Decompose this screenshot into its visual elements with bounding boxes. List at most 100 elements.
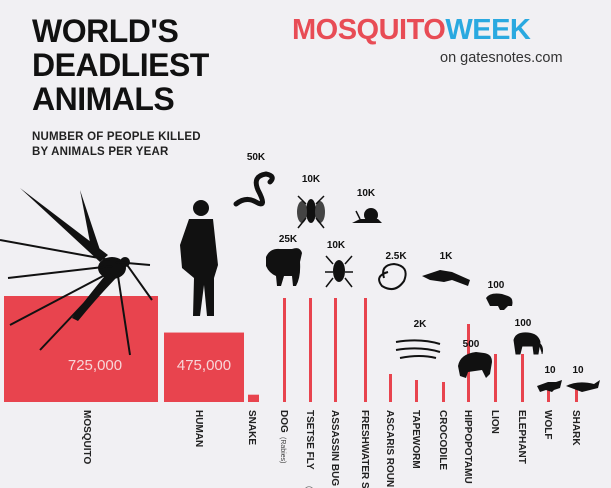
roundworm-icon (378, 262, 407, 291)
title-line-3: ANIMALS (32, 81, 175, 117)
snail-antenna (355, 210, 361, 220)
category-group: CROCODILE (437, 410, 448, 470)
human-body (180, 219, 218, 316)
fly-body (306, 199, 316, 223)
bar-elephant (521, 354, 524, 402)
page-title: WORLD'S DEADLIEST ANIMALS (32, 14, 209, 116)
icons-layer (0, 171, 600, 392)
category-label: SNAKE (246, 410, 257, 445)
category-group: SNAKE (246, 410, 257, 445)
title-line-2: DEADLIEST (32, 47, 209, 83)
human-icon (180, 200, 218, 316)
category-label: TSETSE FLY (304, 410, 315, 470)
fly-wing (315, 201, 325, 223)
elephant-body (513, 332, 543, 355)
wolf-icon (537, 380, 562, 392)
value-label: 10K (302, 174, 321, 185)
category-group: ELEPHANT (516, 410, 527, 464)
category-group: DOG (Rabies) (278, 410, 289, 463)
category-label: CROCODILE (437, 410, 448, 470)
mosquito-abdomen (72, 272, 116, 321)
subtitle-line-2: BY ANIMALS PER YEAR (32, 146, 169, 158)
roundworm-body (378, 262, 407, 291)
value-label: 25K (279, 234, 298, 245)
category-group: TAPEWORM (410, 410, 421, 469)
value-label: 100 (488, 280, 505, 291)
tsetse-fly-icon (297, 195, 325, 229)
bar-roundworm (389, 374, 392, 402)
category-label: MOSQUITO (81, 410, 92, 464)
dog-icon (266, 248, 302, 286)
category-label: TAPEWORM (410, 410, 421, 469)
value-label: 475,000 (177, 357, 231, 374)
human-head (193, 200, 209, 216)
snail-foot (352, 219, 382, 223)
brand-part-2: WEEK (445, 14, 531, 46)
tapeworm-body (395, 339, 441, 359)
value-label: 725,000 (68, 357, 122, 374)
category-group: LION (489, 410, 500, 434)
category-note: (Rabies) (279, 437, 286, 463)
elephant-icon (513, 332, 543, 355)
value-label: 1K (440, 251, 454, 262)
lion-icon (486, 293, 513, 310)
subtitle-line-1: NUMBER OF PEOPLE KILLED (32, 131, 201, 143)
mosquito-legs (0, 239, 153, 356)
bug-body (333, 260, 345, 282)
hippopotamus-icon (458, 352, 492, 378)
dog-body (266, 248, 302, 286)
shark-body (566, 380, 600, 392)
title-line-1: WORLD'S (32, 13, 179, 49)
value-label: 2.5K (385, 251, 407, 262)
category-group: TSETSE FLY (Sle (304, 410, 315, 488)
crocodile-body (422, 270, 470, 286)
category-label: HIPPOPOTAMU (462, 410, 473, 484)
bar-dog (283, 298, 286, 402)
value-label: 10 (572, 365, 584, 376)
value-label: 10K (327, 240, 346, 251)
value-label: 10 (544, 365, 556, 376)
value-label: 10K (357, 188, 376, 199)
bar-human (164, 332, 244, 402)
value-label: 100 (515, 318, 532, 329)
category-label: SHARK (570, 410, 581, 446)
snake-icon (233, 171, 275, 207)
bar-assassin-bug (334, 298, 337, 402)
category-label: DOG (278, 410, 289, 433)
category-label: HUMAN (193, 410, 204, 447)
fly-wing (297, 201, 307, 223)
bar-lion (494, 354, 497, 402)
category-group: SHARK (570, 410, 581, 446)
bar-crocodile (442, 382, 445, 402)
bar-tapeworm (415, 380, 418, 402)
category-group: HUMAN (193, 410, 204, 447)
category-group: FRESHWATER S (359, 410, 370, 488)
category-label: FRESHWATER S (359, 410, 370, 488)
category-label: ELEPHANT (516, 410, 527, 464)
crocodile-icon (422, 270, 470, 286)
category-note: (Sle (305, 486, 312, 488)
snail-icon (352, 208, 382, 223)
source-text: on gatesnotes.com (440, 50, 563, 66)
category-label: WOLF (542, 410, 553, 439)
value-label: 2K (414, 319, 428, 330)
category-label: ASSASSIN BUG (329, 410, 340, 486)
category-group: WOLF (542, 410, 553, 439)
assassin-bug-icon (325, 255, 353, 288)
labels-layer: 725,000 475,000 50K 25K 10K 10K 10K 2.5K 2K 1K 500… (68, 152, 584, 488)
bar-tsetse-fly (309, 298, 312, 402)
bars-layer (4, 296, 578, 402)
value-label: 50K (247, 152, 266, 163)
value-label: 500 (463, 339, 480, 350)
brand-part-1: MOSQUITO (292, 14, 446, 46)
category-group: MOSQUITO (81, 410, 92, 464)
tapeworm-icon (395, 339, 441, 359)
category-label: ASCARIS ROUN (384, 410, 395, 487)
snake-body (233, 171, 275, 207)
mosquito-wing (80, 190, 100, 253)
subtitle: NUMBER OF PEOPLE KILLED BY ANIMALS PER Y… (32, 130, 201, 160)
category-group: ASCARIS ROUN (384, 410, 395, 487)
bug-legs (325, 255, 353, 288)
brand-logo: MOSQUITOWEEK (292, 12, 531, 48)
